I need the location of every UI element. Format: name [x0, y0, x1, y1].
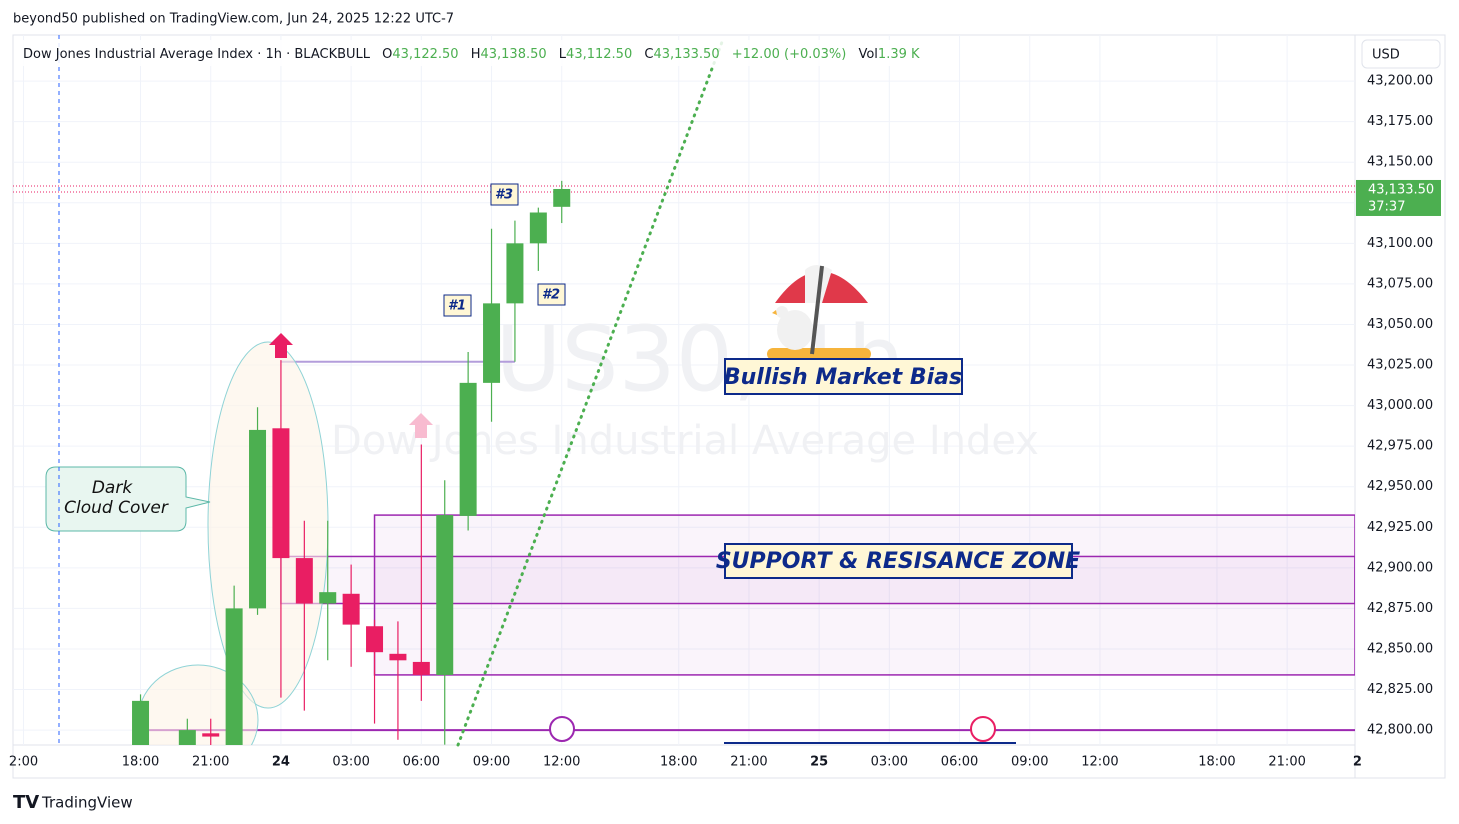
- countdown: 37:37: [1368, 199, 1405, 214]
- frame: [12, 34, 1446, 779]
- event-icon: [549, 716, 575, 742]
- currency-button[interactable]: [1361, 39, 1441, 69]
- currency: USD: [1372, 48, 1400, 63]
- candle-body: [132, 700, 150, 745]
- label-box: [537, 283, 566, 306]
- y-tick-label: 43,175.00: [1367, 114, 1433, 129]
- event-icon: [970, 716, 996, 742]
- x-tick-label: 06:00: [403, 755, 440, 770]
- x-tick-label: 18:00: [1198, 755, 1235, 770]
- sr-zone: [373, 514, 1355, 676]
- x-tick-label: 06:00: [941, 755, 978, 770]
- x-tick-label: 18:00: [122, 755, 159, 770]
- x-tick-label: 09:00: [1011, 755, 1048, 770]
- candle-body: [178, 730, 196, 745]
- x-tick-label: 03:00: [332, 755, 369, 770]
- label-box: [490, 183, 519, 206]
- x-tick-label: 2: [1353, 755, 1362, 770]
- annotation: Cloud Cover: [64, 498, 169, 518]
- annotation: Bullish Market Bias: [724, 365, 962, 390]
- y-tick-label: 43,025.00: [1367, 358, 1433, 373]
- candle-body: [225, 608, 243, 745]
- x-tick-label: 21:00: [730, 755, 767, 770]
- annotation: #2: [542, 288, 560, 303]
- watermark: Dow Jones Industrial Average Index: [331, 418, 1039, 464]
- logo-mark: 𝗧𝗩: [13, 792, 39, 813]
- annotation: #1: [448, 299, 466, 314]
- annotation: SUPPORT & RESISANCE ZONE: [716, 549, 1080, 574]
- candle-body: [366, 626, 384, 653]
- candle-body: [529, 212, 547, 244]
- y-tick-label: 42,975.00: [1367, 439, 1433, 454]
- publisher: beyond50 published on TradingView.com, J…: [13, 12, 454, 27]
- annotation: #3: [495, 188, 513, 203]
- label-box: [724, 358, 963, 395]
- x-tick-label: 2:00: [9, 755, 38, 770]
- label-box: [724, 543, 1073, 579]
- y-tick-label: 43,200.00: [1367, 74, 1433, 89]
- y-tick-label: 43,075.00: [1367, 276, 1433, 291]
- candle-body: [319, 592, 337, 604]
- x-tick-label: 21:00: [192, 755, 229, 770]
- annotation: Dark: [92, 478, 133, 498]
- arrow-marker: [269, 333, 293, 358]
- label-box: [443, 294, 472, 317]
- price-label-bg: [1356, 179, 1441, 216]
- candle-body: [295, 558, 313, 604]
- y-tick-label: 42,950.00: [1367, 479, 1433, 494]
- candle-body: [389, 653, 407, 661]
- x-tick-label: 21:00: [1268, 755, 1305, 770]
- x-tick-label: 03:00: [871, 755, 908, 770]
- callout: [45, 466, 211, 532]
- y-tick-label: 43,100.00: [1367, 236, 1433, 251]
- legend-header: Dow Jones Industrial Average Index · 1h …: [23, 47, 920, 62]
- candle-body: [249, 429, 267, 609]
- candle-body: [553, 188, 571, 207]
- candle-body: [202, 733, 220, 737]
- price-label: 43,133.50: [1368, 182, 1434, 197]
- candle-body: [272, 428, 290, 559]
- y-tick-label: 43,150.00: [1367, 155, 1433, 170]
- y-tick-label: 42,825.00: [1367, 682, 1433, 697]
- trend-line: [456, 40, 724, 747]
- arrow-marker: [409, 413, 433, 438]
- candle-body: [483, 303, 501, 383]
- x-tick-label: 12:00: [1081, 755, 1118, 770]
- x-tick-label: 18:00: [660, 755, 697, 770]
- y-tick-label: 42,900.00: [1367, 560, 1433, 575]
- y-tick-label: 42,800.00: [1367, 723, 1433, 738]
- x-tick-label: 25: [810, 755, 828, 770]
- candle-body: [412, 661, 430, 675]
- y-tick-label: 42,875.00: [1367, 601, 1433, 616]
- y-tick-label: 43,050.00: [1367, 317, 1433, 332]
- x-tick-label: 09:00: [473, 755, 510, 770]
- umbrella-icon: [767, 265, 871, 360]
- y-tick-label: 43,000.00: [1367, 398, 1433, 413]
- candle-body: [506, 243, 524, 304]
- y-tick-label: 42,850.00: [1367, 641, 1433, 656]
- candle-body: [459, 382, 477, 516]
- y-tick-label: 42,925.00: [1367, 520, 1433, 535]
- logo: TradingView: [41, 794, 133, 812]
- x-tick-label: 12:00: [543, 755, 580, 770]
- header-bg: [16, 40, 936, 66]
- candle-body: [342, 593, 360, 625]
- candle-body: [436, 515, 454, 675]
- x-tick-label: 24: [272, 755, 290, 770]
